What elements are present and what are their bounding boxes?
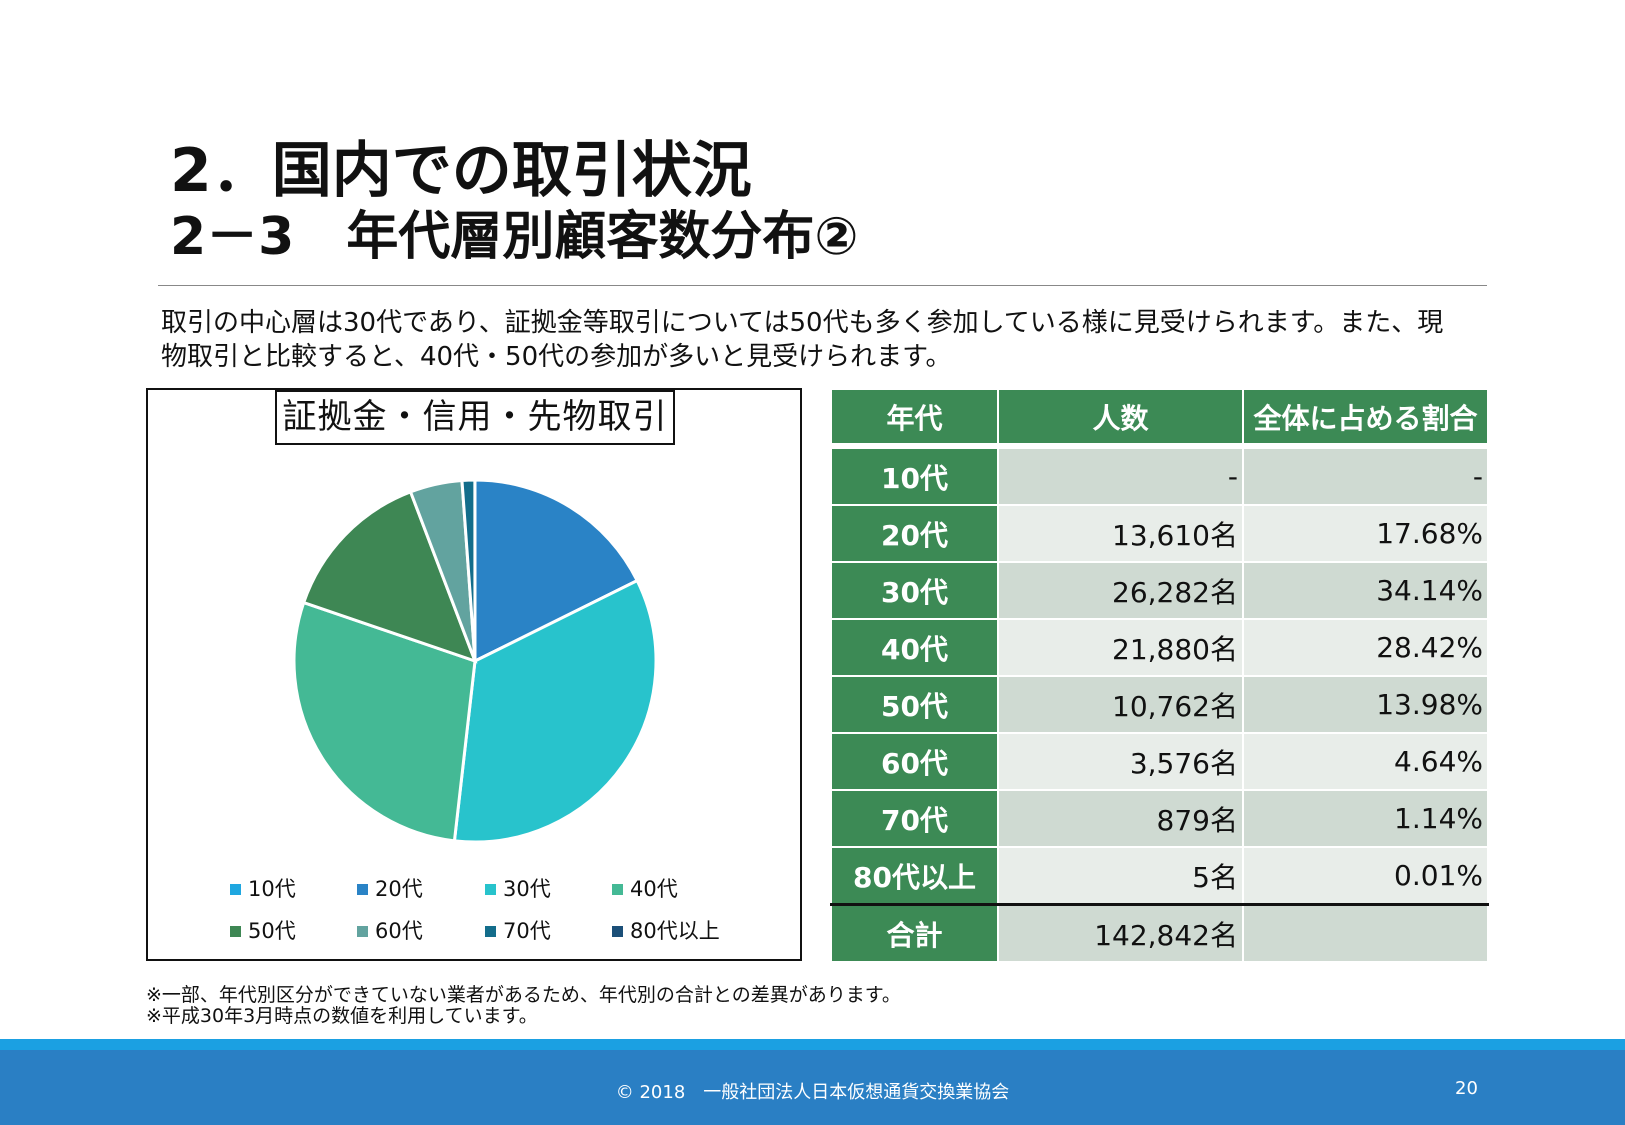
copyright: © 2018 一般社団法人日本仮想通貨交換業協会 (615, 1082, 1010, 1103)
legend-item: 80代以上 (612, 918, 720, 944)
page-number: 20 (1455, 1078, 1478, 1099)
header-share: 全体に占める割合 (1242, 388, 1489, 445)
age-cell: 60代 (830, 732, 999, 791)
count-cell: 3,576名 (997, 732, 1244, 791)
legend-label: 20代 (375, 877, 423, 901)
chart-title: 証拠金・信用・先物取引 (275, 390, 675, 445)
table-row: 80代以上 5名 0.01% (830, 846, 1489, 906)
legend-label: 10代 (248, 877, 296, 901)
age-cell: 20代 (830, 504, 999, 563)
share-cell: 0.01% (1242, 846, 1489, 906)
count-cell: - (997, 447, 1244, 506)
total-label: 合計 (830, 903, 999, 963)
age-table: 年代 人数 全体に占める割合 10代 - - 20代 13,610名 17.68… (830, 388, 1489, 963)
legend-label: 40代 (630, 877, 678, 901)
share-cell: 4.64% (1242, 732, 1489, 791)
table-row: 30代 26,282名 34.14% (830, 561, 1489, 620)
legend-label: 60代 (375, 919, 423, 943)
footer-band (0, 1050, 1625, 1125)
pie-slice-50代 (301, 489, 478, 664)
chart-frame (146, 388, 802, 961)
total-share (1242, 903, 1489, 963)
legend-swatch (357, 925, 368, 937)
legend-swatch (485, 883, 496, 895)
legend-item: 70代 (485, 918, 551, 944)
share-cell: - (1242, 447, 1489, 506)
table-row: 40代 21,880名 28.42% (830, 618, 1489, 677)
footnote: ※一部、年代別区分ができていない業者があるため、年代別の合計との差異があります。 (146, 984, 901, 1006)
count-cell: 21,880名 (997, 618, 1244, 677)
count-cell: 26,282名 (997, 561, 1244, 620)
legend-swatch (612, 925, 623, 937)
legend-label: 30代 (503, 877, 551, 901)
total-row: 合計 142,842名 (830, 903, 1489, 963)
legend-item: 50代 (230, 918, 296, 944)
age-cell: 70代 (830, 789, 999, 848)
footnotes: ※一部、年代別区分ができていない業者があるため、年代別の合計との差異があります。… (146, 985, 901, 1027)
pie-slice-40代 (292, 600, 477, 843)
count-cell: 879名 (997, 789, 1244, 848)
page-title: 2．国内での取引状況 (170, 136, 752, 206)
pie-slice-20代 (473, 478, 640, 664)
legend-label: 70代 (503, 919, 551, 943)
age-cell: 30代 (830, 561, 999, 620)
legend-swatch (485, 925, 496, 937)
legend-swatch (230, 925, 241, 937)
legend-item: 40代 (612, 876, 678, 902)
count-cell: 5名 (997, 846, 1244, 906)
footnote: ※平成30年3月時点の数値を利用しています。 (146, 1005, 538, 1027)
table-row: 50代 10,762名 13.98% (830, 675, 1489, 734)
table-row: 70代 879名 1.14% (830, 789, 1489, 848)
share-cell: 17.68% (1242, 504, 1489, 563)
share-cell: 13.98% (1242, 675, 1489, 734)
age-cell: 10代 (830, 447, 999, 506)
pie-slice-30代 (452, 578, 658, 844)
share-cell: 34.14% (1242, 561, 1489, 620)
legend-swatch (612, 883, 623, 895)
header-count: 人数 (997, 388, 1244, 445)
table-row: 20代 13,610名 17.68% (830, 504, 1489, 563)
legend-label: 50代 (248, 919, 296, 943)
count-cell: 13,610名 (997, 504, 1244, 563)
legend-item: 10代 (230, 876, 296, 902)
age-cell: 80代以上 (830, 846, 999, 906)
share-cell: 1.14% (1242, 789, 1489, 848)
legend-item: 20代 (357, 876, 423, 902)
share-cell: 28.42% (1242, 618, 1489, 677)
legend-item: 60代 (357, 918, 423, 944)
table-row: 10代 - - (830, 447, 1489, 506)
age-cell: 40代 (830, 618, 999, 677)
legend-label: 80代以上 (630, 919, 720, 943)
page-subtitle: 2－3 年代層別顧客数分布② (170, 207, 859, 267)
count-cell: 10,762名 (997, 675, 1244, 734)
age-cell: 50代 (830, 675, 999, 734)
legend-swatch (357, 883, 368, 895)
total-count: 142,842名 (997, 903, 1244, 963)
body-text: 取引の中心層は30代であり、証拠金等取引については50代も多く参加している様に見… (161, 308, 1444, 372)
header-age: 年代 (830, 388, 999, 445)
table-row: 60代 3,576名 4.64% (830, 732, 1489, 791)
legend-swatch (230, 883, 241, 895)
footer-stripe (0, 1039, 1625, 1050)
legend-item: 30代 (485, 876, 551, 902)
title-divider (158, 285, 1487, 286)
